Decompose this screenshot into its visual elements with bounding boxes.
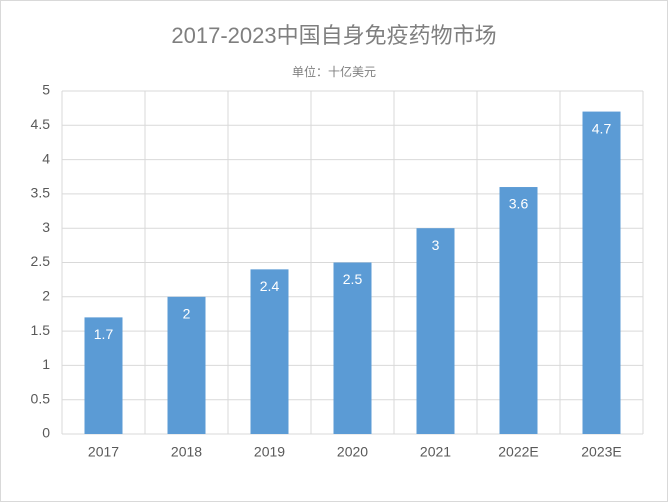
bar [167, 296, 206, 434]
x-tick-label: 2021 [420, 444, 451, 460]
chart-title: 2017-2023中国自身免疫药物市场 [171, 23, 496, 48]
data-label: 3.6 [509, 196, 529, 212]
y-tick-label: 0.5 [31, 390, 51, 406]
data-label: 2.5 [343, 271, 363, 287]
chart-subtitle: 单位：十亿美元 [292, 64, 376, 79]
x-tick-label: 2018 [171, 444, 202, 460]
x-tick-label: 2017 [88, 444, 119, 460]
y-tick-label: 1 [42, 356, 50, 372]
y-tick-label: 4 [42, 150, 50, 166]
data-label: 4.7 [592, 120, 612, 136]
data-label: 1.7 [94, 326, 114, 342]
x-tick-label: 2022E [498, 444, 538, 460]
y-tick-label: 4.5 [31, 116, 51, 132]
y-tick-label: 2 [42, 288, 50, 304]
x-tick-label: 2023E [581, 444, 621, 460]
bar [416, 228, 455, 434]
y-tick-label: 2.5 [31, 253, 51, 269]
x-tick-label: 2020 [337, 444, 368, 460]
y-tick-label: 3.5 [31, 185, 51, 201]
data-label: 3 [432, 237, 440, 253]
x-tick-label: 2019 [254, 444, 285, 460]
y-tick-label: 3 [42, 219, 50, 235]
data-label: 2 [183, 306, 191, 322]
bar [84, 317, 123, 434]
y-tick-label: 0 [42, 425, 50, 441]
bar [250, 269, 289, 434]
y-tick-label: 5 [42, 82, 50, 98]
data-label: 2.4 [260, 278, 280, 294]
bar [333, 262, 372, 434]
bar [499, 187, 538, 434]
bar [582, 111, 621, 434]
y-tick-label: 1.5 [31, 322, 51, 338]
